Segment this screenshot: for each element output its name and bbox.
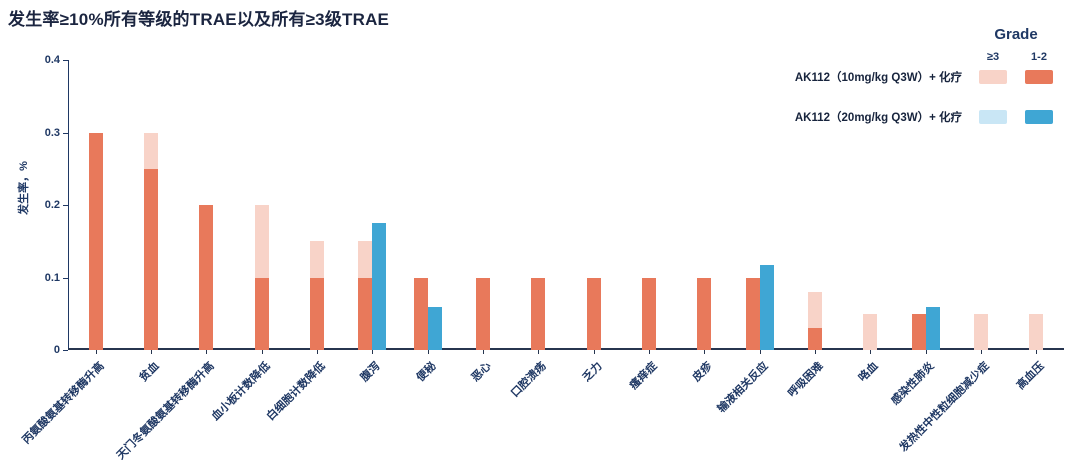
bar-10mg-grade-1-2 — [586, 277, 601, 350]
x-tick-mark — [1036, 350, 1038, 354]
x-tick-mark — [317, 350, 318, 354]
x-axis-category-label: 口腔溃疡 — [509, 360, 549, 400]
bar-10mg-grade-1-2 — [476, 277, 490, 350]
swatch-20mg-grade-ge3 — [979, 110, 1007, 124]
x-tick-mark — [649, 350, 650, 354]
y-axis-line — [68, 60, 69, 350]
bar-20mg-grade-1-2 — [427, 306, 442, 350]
bar-10mg-grade-1-2 — [413, 277, 428, 350]
bar-10mg-grade-1-2 — [745, 277, 760, 350]
x-tick-mark — [759, 350, 761, 354]
plot-area: 0 0.1 0.2 0.3 0.4 丙氨酸氨基转移酶升高 贫血 天门冬氨酸氨基转移酶升高 血小板… — [20, 54, 1064, 462]
x-axis-category-label: 皮疹 — [690, 360, 715, 385]
x-axis-category-label: 乏力 — [580, 360, 605, 385]
x-axis-category-label: 高血压 — [1015, 360, 1047, 392]
y-tick-label: 0.2 — [44, 199, 60, 211]
x-tick-mark — [925, 350, 927, 354]
x-tick-mark — [815, 350, 816, 354]
x-axis-category-label: 瘙痒症 — [627, 360, 660, 392]
y-tick-label: 0.1 — [44, 271, 60, 284]
x-tick-mark — [981, 350, 982, 354]
chart-title: 发生率≥10%所有等级的TRAE以及所有≥3级TRAE — [8, 10, 390, 29]
x-tick-mark — [870, 350, 872, 354]
swatch-10mg-grade-12 — [1025, 70, 1053, 84]
x-tick-mark — [95, 350, 97, 354]
swatch-10mg-grade-ge3 — [979, 70, 1007, 84]
x-axis-category-label: 贫血 — [137, 360, 162, 385]
x-axis-category-label: 丙氨酸氨基转移酶升高 — [19, 360, 107, 447]
x-tick-mark — [427, 350, 429, 354]
y-tick-label: 0.3 — [44, 126, 60, 139]
bar-20mg-grade-1-2 — [925, 306, 940, 350]
bar-20mg-grade-1-2 — [759, 265, 774, 350]
x-axis-category-label: 恶心 — [469, 360, 494, 385]
x-tick-mark — [261, 350, 263, 354]
x-axis-line — [68, 348, 1064, 350]
y-tick-mark — [63, 60, 68, 61]
legend-grade-12-header: 1-2 — [1031, 51, 1047, 63]
x-axis-category-label: 便秘 — [414, 360, 439, 385]
swatch-20mg-grade-12 — [1025, 110, 1053, 124]
y-axis-label: 发生率，% — [18, 161, 30, 215]
y-tick-mark — [63, 350, 68, 351]
bar-10mg-grade-1-2 — [310, 277, 324, 350]
x-tick-mark — [483, 350, 484, 354]
bar-10mg-grade-1-2 — [697, 277, 712, 350]
bar-10mg-grade-ge3 — [974, 313, 988, 350]
x-axis-category-label: 腹泻 — [358, 360, 383, 385]
x-axis-category-label: 呼吸困难 — [786, 360, 826, 400]
bar-10mg-grade-1-2 — [254, 277, 269, 350]
legend: Grade ≥3 1-2 AK112（10mg/kg Q3W）+ 化疗 AK11… — [795, 26, 1062, 125]
legend-grade-header-row: ≥3 1-2 — [970, 51, 1062, 63]
x-tick-mark — [206, 350, 208, 354]
bar-10mg-grade-ge3 — [254, 205, 269, 278]
y-tick-label: 0 — [53, 344, 60, 356]
y-tick-label: 0.4 — [44, 54, 60, 66]
x-axis-category-label: 咯血 — [856, 360, 881, 385]
y-tick-mark — [63, 205, 68, 206]
bar-10mg-grade-ge3 — [310, 241, 324, 278]
legend-label-10mg: AK112（10mg/kg Q3W）+ 化疗 — [794, 72, 962, 84]
bar-10mg-grade-1-2 — [88, 132, 103, 350]
bar-10mg-grade-1-2 — [911, 313, 926, 350]
bar-10mg-grade-1-2 — [808, 328, 822, 350]
bar-10mg-grade-1-2 — [642, 277, 656, 350]
bar-10mg-grade-ge3 — [863, 313, 878, 350]
bar-10mg-grade-1-2 — [199, 205, 214, 350]
bar-10mg-grade-ge3 — [358, 241, 373, 278]
x-tick-mark — [538, 350, 540, 354]
bar-10mg-grade-ge3 — [144, 132, 158, 169]
x-axis-category-label: 天门冬氨酸氨基转移酶升高 — [115, 360, 217, 462]
y-tick-mark — [63, 132, 68, 134]
legend-row-20mg: AK112（20mg/kg Q3W）+ 化疗 — [795, 109, 1062, 125]
bar-20mg-grade-1-2 — [372, 223, 387, 350]
x-axis-category-label: 感染性肺炎 — [888, 360, 937, 408]
legend-label-20mg: AK112（20mg/kg Q3W）+ 化疗 — [794, 112, 962, 124]
legend-grade-ge3-header: ≥3 — [986, 51, 1000, 63]
bar-10mg-grade-1-2 — [358, 277, 373, 350]
legend-title: Grade — [994, 26, 1038, 43]
x-tick-mark — [372, 350, 374, 354]
y-tick-mark — [63, 277, 68, 279]
bar-10mg-grade-ge3 — [808, 292, 822, 329]
x-tick-mark — [704, 350, 706, 354]
bar-10mg-grade-1-2 — [144, 168, 158, 350]
legend-row-10mg: AK112（10mg/kg Q3W）+ 化疗 — [795, 69, 1062, 85]
bar-10mg-grade-ge3 — [1029, 313, 1044, 350]
x-axis-category-label: 输液相关反应 — [715, 360, 771, 416]
x-tick-mark — [593, 350, 595, 354]
x-tick-mark — [151, 350, 152, 354]
bar-10mg-grade-1-2 — [531, 277, 546, 350]
